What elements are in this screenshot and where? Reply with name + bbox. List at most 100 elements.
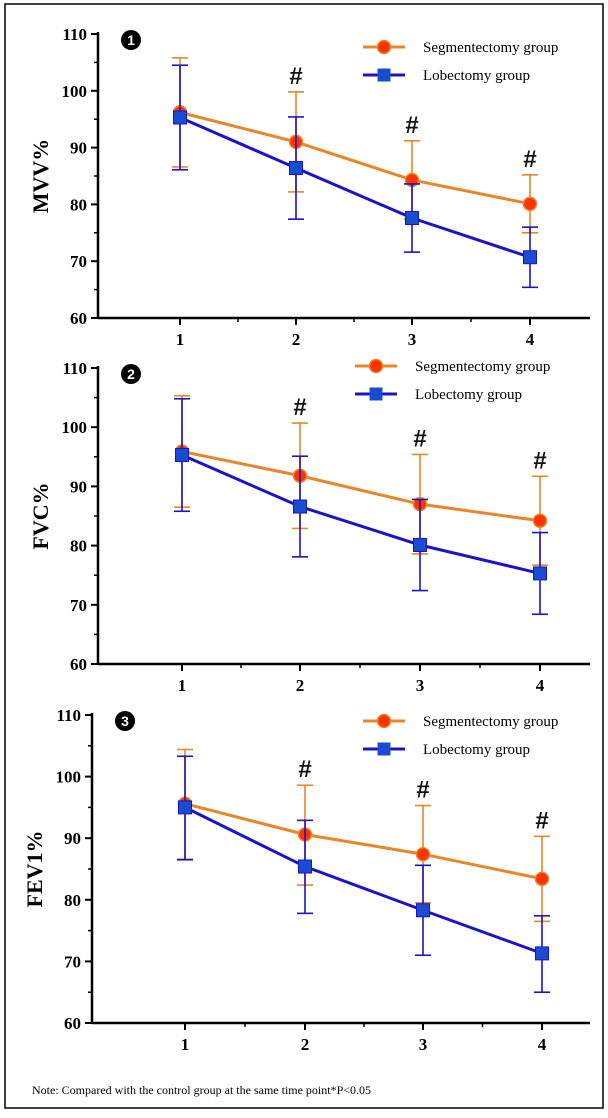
data-point [405,211,419,226]
x-tick-label: 1 [181,1035,190,1054]
legend-marker [377,68,391,82]
data-point [178,800,192,815]
series-line [181,450,541,523]
panel-badge-number: 1 [127,32,135,48]
significance-mark: # [413,425,426,452]
significance-mark: # [298,756,311,783]
panel-badge-number: 3 [121,713,129,729]
y-tick-label: 80 [64,891,81,910]
legend-entry: Lobectomy group [355,387,522,403]
y-tick-label: 90 [70,477,87,496]
legend-marker [368,358,384,374]
legend-entry: Segmentectomy group [355,358,550,375]
chart-panel-1: 60 70 80 90 100 110 1 2 3 4 MVV% 1 # # # Segmentectomy … [28,25,590,349]
series-lobectomy [177,755,550,994]
data-point [522,196,538,212]
chart-panel-2: 60 70 80 90 100 110 1 2 3 4 FVC% 2 # # # Segmentectomy … [28,358,590,695]
legend-marker [377,742,391,756]
x-tick-label: 2 [301,1035,310,1054]
y-tick-label: 100 [56,768,82,787]
footnote: Note: Compared with the control group at… [32,1083,372,1097]
legend-label: Lobectomy group [415,387,522,403]
series-line [184,802,543,881]
significance-mark: # [416,777,429,804]
legend-marker [369,387,383,401]
y-tick-label: 60 [70,655,87,674]
data-point [532,513,548,528]
y-tick-label: 60 [70,309,87,328]
series-segmentectomy [177,748,550,923]
legend-label: Segmentectomy group [415,359,550,375]
y-axis-label: FEV1% [22,831,47,908]
legend-entry: Lobectomy group [363,68,530,84]
data-point [173,110,187,125]
panel-badge [121,30,141,50]
significance-mark: # [533,447,546,474]
legend-entry: Segmentectomy group [363,39,558,56]
data-point [415,846,431,862]
y-axis-label: FVC% [28,482,53,549]
figure-border [4,3,604,1109]
legend-label: Lobectomy group [423,68,530,84]
series-lobectomy [172,64,538,289]
legend-marker [376,713,392,729]
x-tick-label: 3 [416,676,425,695]
significance-mark: # [535,807,548,834]
x-tick-label: 4 [526,330,535,349]
x-tick-label: 4 [536,676,545,695]
data-point [533,566,547,581]
y-tick-label: 100 [62,82,88,101]
legend-label: Lobectomy group [423,742,530,758]
x-tick-label: 2 [296,676,305,695]
significance-mark: # [523,146,536,173]
x-tick-label: 1 [176,330,185,349]
series-line [184,806,543,955]
series-lobectomy [174,397,548,616]
legend-entry: Segmentectomy group [363,713,558,730]
y-axis-label: MVV% [28,139,53,214]
y-tick-label: 90 [70,139,87,158]
data-point [413,538,427,553]
panel-badge [121,364,141,384]
x-tick-label: 2 [292,330,301,349]
significance-mark: # [293,394,306,421]
y-tick-label: 110 [62,25,87,44]
significance-mark: # [289,63,302,90]
legend-entry: Lobectomy group [363,742,530,758]
data-point [534,871,550,887]
data-point [523,250,537,265]
y-tick-label: 70 [70,252,87,271]
significance-mark: # [405,112,418,139]
y-tick-label: 80 [70,195,87,214]
data-point [298,859,312,874]
legend-marker [376,39,392,55]
y-tick-label: 90 [64,829,81,848]
y-tick-label: 100 [62,418,88,437]
series-segmentectomy [172,57,538,234]
y-tick-label: 110 [62,359,87,378]
data-point [175,448,189,463]
series-line [181,453,541,575]
x-tick-label: 1 [178,676,187,695]
y-tick-label: 110 [56,706,81,725]
data-point [289,161,303,176]
data-point [535,946,549,961]
y-tick-label: 70 [64,952,81,971]
x-tick-label: 3 [408,330,417,349]
x-tick-label: 3 [419,1035,428,1054]
legend-label: Segmentectomy group [423,40,558,56]
series-line [179,116,531,259]
panel-badge [115,711,135,731]
series-line [179,110,531,206]
x-tick-label: 4 [538,1035,547,1054]
data-point [293,499,307,514]
y-tick-label: 80 [70,537,87,556]
y-tick-label: 60 [64,1014,81,1033]
y-tick-label: 70 [70,596,87,615]
chart-panel-3: 60 70 80 90 100 110 1 2 3 4 FEV1% 3 # # # Segmentectomy… [22,706,590,1054]
legend-label: Segmentectomy group [423,714,558,730]
series-segmentectomy [174,395,548,566]
panel-badge-number: 2 [127,366,135,382]
